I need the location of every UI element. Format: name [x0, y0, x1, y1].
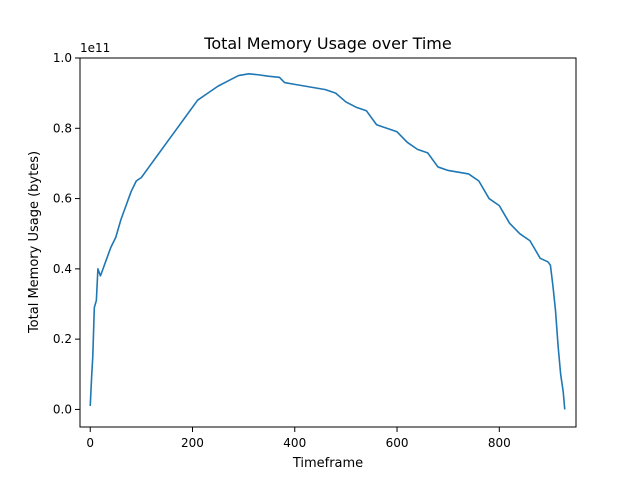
x-tick-label: 200: [181, 436, 204, 450]
x-tick-label: 800: [488, 436, 511, 450]
ticks-layer: 0 200 400 600 800 0.0 0.2 0.4 0.6 0.8 1.0: [53, 51, 511, 450]
y-tick-label: 1.0: [53, 51, 72, 65]
y-axis-label: Total Memory Usage (bytes): [27, 151, 42, 334]
x-tick-label: 0: [86, 436, 94, 450]
y-tick-label: 0.6: [53, 192, 72, 206]
x-axis-label: Timeframe: [292, 456, 363, 471]
y-tick-label: 0.8: [53, 121, 72, 135]
y-offset-label: 1e11: [80, 41, 110, 55]
chart-title: Total Memory Usage over Time: [203, 34, 451, 53]
x-tick-label: 400: [283, 436, 306, 450]
plot-frame: [79, 57, 577, 428]
y-tick-label: 0.4: [53, 262, 72, 276]
y-tick-label: 0.2: [53, 332, 72, 346]
y-tick-label: 0.0: [53, 402, 72, 416]
x-tick-label: 600: [386, 436, 409, 450]
series-line: [89, 73, 566, 410]
